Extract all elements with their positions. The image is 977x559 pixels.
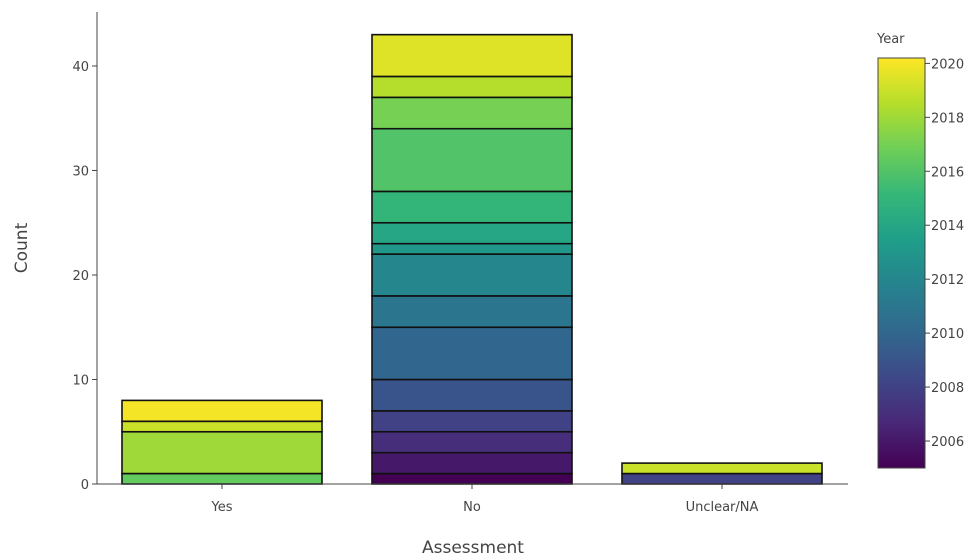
- colorbar-tick-label: 2014: [931, 219, 964, 234]
- y-tick-label: 20: [72, 269, 89, 284]
- bar-segment: [371, 96, 573, 130]
- x-tick-label: Unclear/NA: [686, 500, 759, 515]
- x-tick-label: Yes: [211, 500, 233, 515]
- bar-segment: [621, 462, 823, 475]
- y-tick-label: 30: [72, 165, 89, 180]
- bar-segment: [371, 378, 573, 412]
- bar-segment: [371, 75, 573, 99]
- y-tick-label: 0: [81, 478, 89, 493]
- y-tick-label: 10: [72, 374, 89, 389]
- bar-segment: [371, 127, 573, 193]
- bar-segment: [371, 472, 573, 485]
- colorbar-tick-label: 2006: [931, 435, 964, 450]
- x-ticks: Yes No Unclear/NA: [211, 484, 759, 515]
- bar-segment: [121, 399, 323, 423]
- bar-segment: [371, 295, 573, 329]
- bar-segment: [371, 410, 573, 433]
- colorbar-tick-label: 2016: [931, 165, 964, 180]
- x-axis-title: Assessment: [422, 538, 524, 558]
- bar-segment: [121, 420, 323, 433]
- colorbar: Year 2006 2008 2010 2012 2014 2016 2018 2020: [876, 32, 964, 469]
- colorbar-tick-label: 2018: [931, 111, 964, 126]
- bar-segment: [621, 472, 823, 485]
- bars: [121, 33, 823, 485]
- y-axis-title: Count: [12, 222, 32, 273]
- bar-segment: [371, 242, 573, 255]
- bar-segment: [371, 253, 573, 297]
- bar-segment: [121, 472, 323, 485]
- colorbar-tick-label: 2012: [931, 273, 964, 288]
- bar-segment: [371, 190, 573, 224]
- x-tick-label: No: [463, 500, 481, 515]
- colorbar-title: Year: [876, 32, 905, 47]
- colorbar-gradient: [877, 57, 926, 469]
- y-tick-label: 40: [72, 60, 89, 75]
- bar-segment: [371, 221, 573, 245]
- bar-segment: [371, 451, 573, 475]
- bar-segment: [371, 326, 573, 381]
- bar-segment: [371, 430, 573, 454]
- y-ticks: 0 10 20 30 40: [72, 60, 97, 493]
- colorbar-ticks: 2006 2008 2010 2012 2014 2016 2018 2020: [925, 57, 964, 450]
- bar-segment: [121, 430, 323, 475]
- bar-segment: [371, 33, 573, 78]
- colorbar-tick-label: 2010: [931, 327, 964, 342]
- colorbar-tick-label: 2008: [931, 381, 964, 396]
- colorbar-tick-label: 2020: [931, 57, 964, 72]
